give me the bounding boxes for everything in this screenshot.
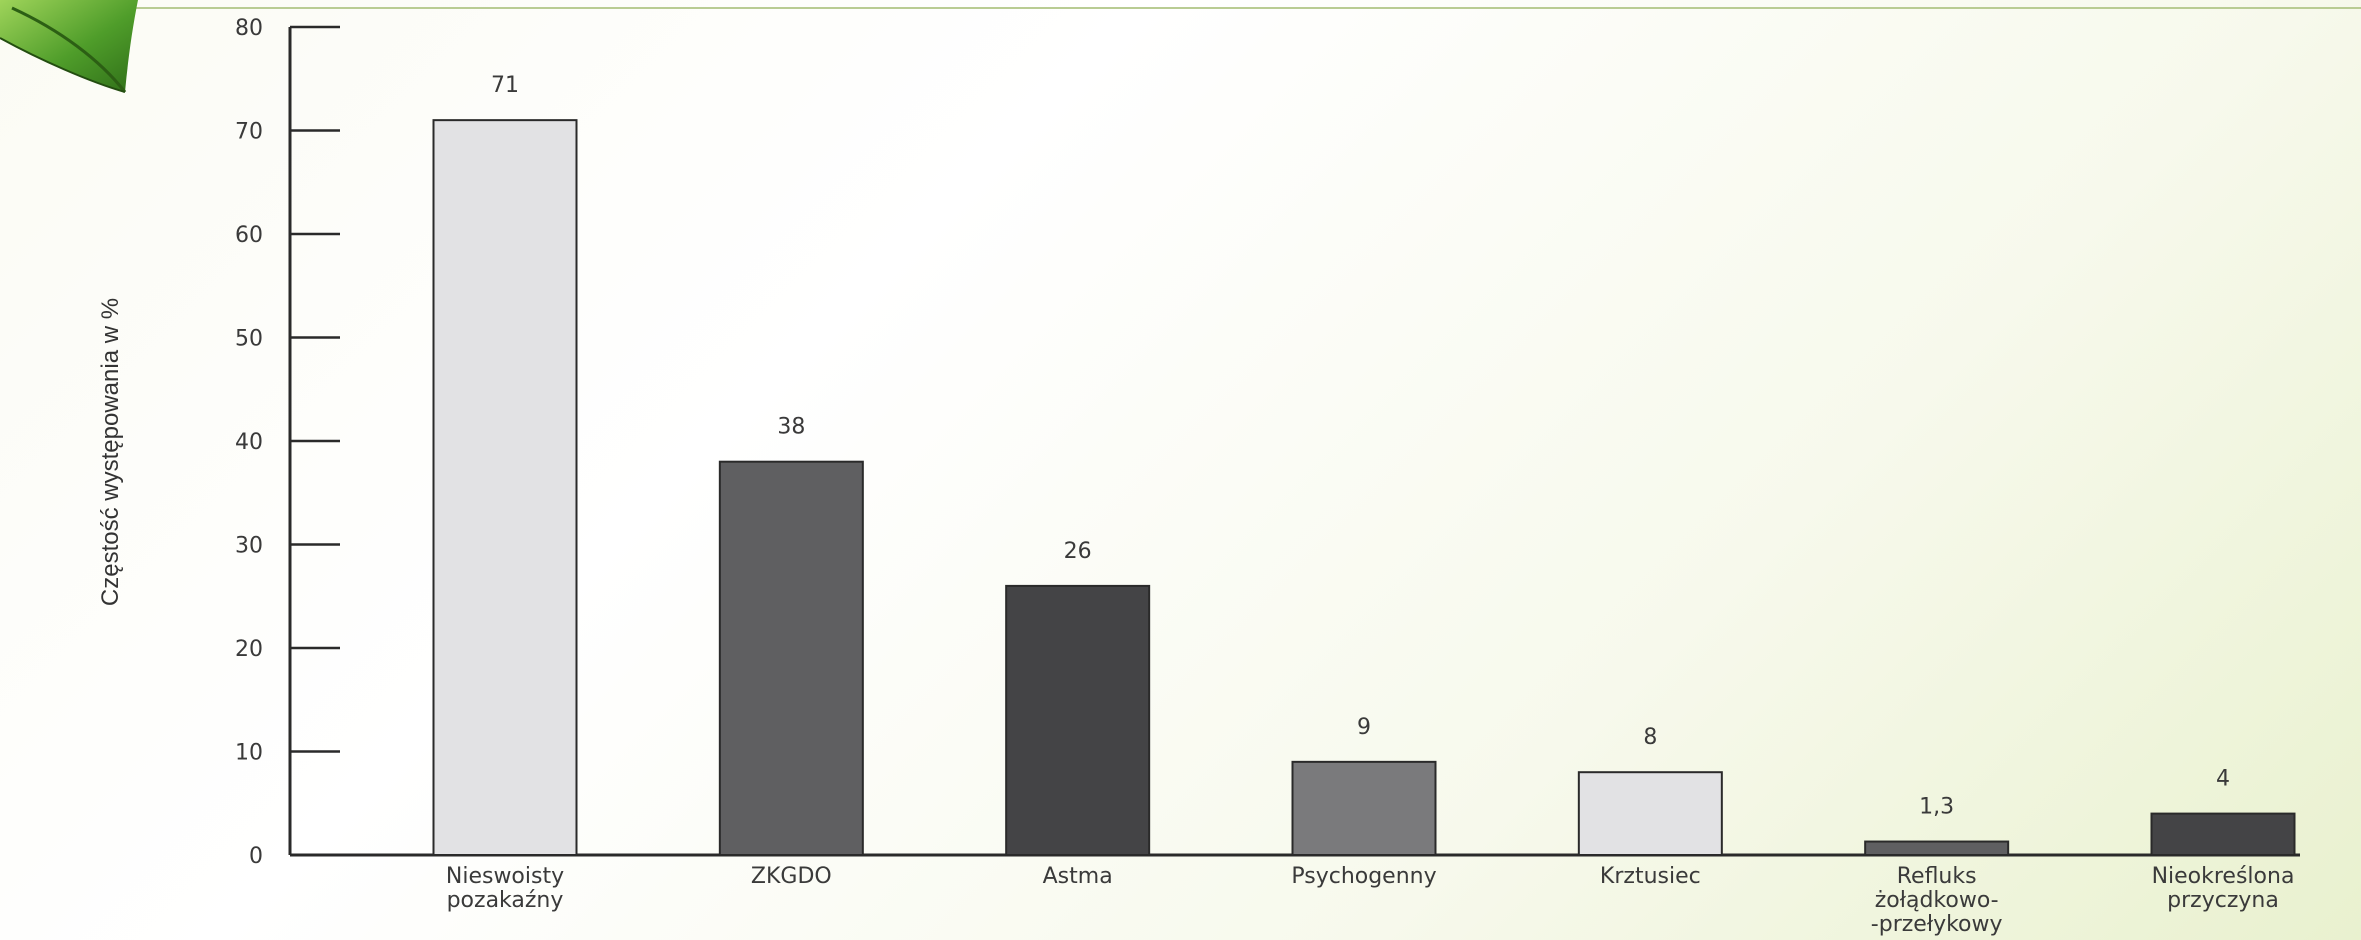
y-tick-label: 80 (235, 16, 263, 41)
y-axis-label: Częstość występowania w % (97, 298, 124, 606)
y-tick-label: 60 (235, 223, 263, 248)
category-label: Nieswoisty (446, 864, 564, 889)
category-label: przyczyna (2167, 888, 2279, 913)
category-label: pozakaźny (447, 888, 564, 913)
category-label: -przełykowy (1871, 912, 2003, 937)
bar (1293, 762, 1436, 855)
bar (2152, 814, 2295, 855)
y-tick-label: 70 (235, 120, 263, 145)
category-label: Astma (1043, 864, 1113, 889)
y-tick-label: 40 (235, 430, 263, 455)
bar-value-label: 9 (1357, 715, 1371, 740)
bar-value-label: 26 (1064, 539, 1092, 564)
y-tick-label: 10 (235, 741, 263, 766)
bar-value-label: 1,3 (1919, 795, 1954, 820)
chart-axes (290, 27, 2300, 855)
category-label: Psychogenny (1291, 864, 1436, 889)
bar-value-label: 71 (491, 73, 519, 98)
bar-value-label: 4 (2216, 767, 2230, 792)
y-tick-label: 30 (235, 534, 263, 559)
category-label: ZKGDO (751, 864, 832, 889)
bar (1579, 772, 1722, 855)
bar-value-label: 38 (777, 415, 805, 440)
chart-bars (434, 120, 2295, 855)
category-label: Krztusiec (1600, 864, 1701, 889)
y-tick-label: 20 (235, 637, 263, 662)
bar (1006, 586, 1149, 855)
y-tick-label: 0 (249, 844, 263, 869)
category-label: żołądkowo- (1875, 888, 1999, 913)
category-label: Refluks (1897, 864, 1977, 889)
chart-y-ticks: 0 10 20 30 40 50 60 70 80 (235, 16, 340, 869)
bar-value-label: 8 (1643, 725, 1657, 750)
bar (434, 120, 577, 855)
bar (1865, 842, 2008, 855)
category-label: Nieokreślona (2152, 864, 2295, 889)
bar (720, 462, 863, 855)
y-tick-label: 50 (235, 327, 263, 352)
